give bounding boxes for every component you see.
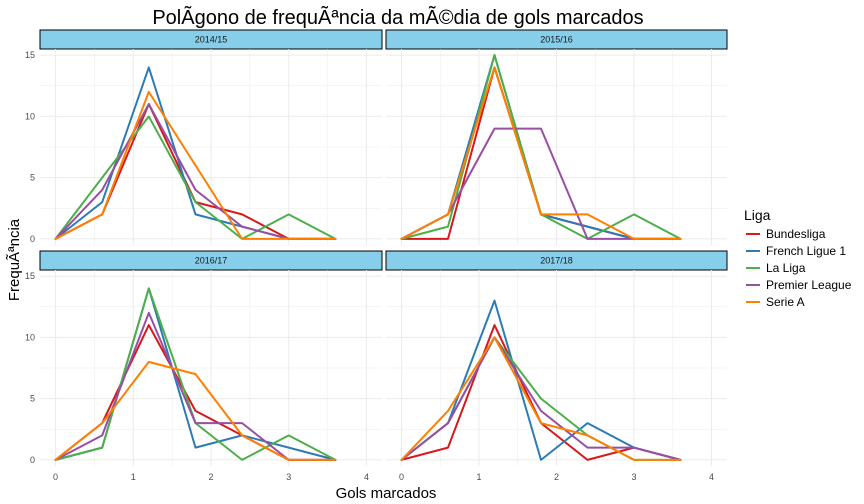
- series-line-french-ligue-1: [54, 66, 337, 240]
- legend-label: French Ligue 1: [766, 244, 846, 258]
- legend-item: Premier League: [746, 278, 852, 292]
- legend-item: Bundesliga: [746, 227, 826, 241]
- legend-label: Premier League: [766, 278, 852, 292]
- strip-label: 2016/17: [195, 256, 228, 266]
- series-line-serie-a: [54, 360, 337, 461]
- strip-label: 2014/15: [195, 35, 228, 45]
- x-tick-label: 0: [399, 472, 404, 482]
- y-tick-label: 0: [30, 234, 35, 244]
- series-line-bundesliga: [400, 324, 682, 461]
- x-tick-label: 4: [709, 472, 714, 482]
- series-line-serie-a: [400, 66, 682, 240]
- x-tick-label: 4: [364, 472, 369, 482]
- series-line-serie-a: [54, 90, 337, 240]
- legend-label: Bundesliga: [766, 227, 826, 241]
- gridlines: [386, 270, 727, 466]
- y-tick-label: 0: [30, 455, 35, 465]
- panel-2016-17: 2016/17 0 5 10 15 0 1 2 3 4: [25, 250, 383, 482]
- panel-2017-18: 2017/18 0 1 2 3 4: [385, 250, 728, 482]
- chart-title: PolÃ­gono de frequÃªncia da mÃ©dia de go…: [152, 5, 643, 29]
- x-tick-label: 3: [631, 472, 636, 482]
- legend-label: Serie A: [766, 295, 805, 309]
- series-line-la-liga: [54, 115, 337, 240]
- legend: Liga Bundesliga French Ligue 1 La Liga Prem…: [744, 207, 852, 309]
- y-tick-label: 5: [30, 394, 35, 404]
- y-tick-label: 10: [25, 332, 35, 342]
- panel-2015-16: 2015/16: [385, 29, 728, 245]
- x-tick-label: 0: [53, 472, 58, 482]
- gridlines: [40, 270, 382, 466]
- legend-item: Serie A: [746, 295, 805, 309]
- series-line-bundesliga: [54, 324, 337, 461]
- strip-label: 2015/16: [540, 35, 573, 45]
- legend-title: Liga: [744, 207, 771, 223]
- y-axis-title: FrequÃªncia: [6, 218, 23, 301]
- legend-label: La Liga: [766, 261, 806, 275]
- strip-label: 2017/18: [540, 256, 573, 266]
- panel-2014-15: 2014/15 0 5 10 15: [25, 29, 383, 245]
- series-line-premier-league: [54, 103, 337, 240]
- y-tick-label: 5: [30, 173, 35, 183]
- y-tick-label: 15: [25, 271, 35, 281]
- y-tick-label: 10: [25, 111, 35, 121]
- series-line-premier-league: [400, 336, 682, 461]
- x-tick-label: 3: [286, 472, 291, 482]
- gridlines: [386, 49, 727, 245]
- series-line-serie-a: [400, 336, 682, 461]
- x-tick-label: 2: [554, 472, 559, 482]
- y-tick-label: 15: [25, 50, 35, 60]
- x-tick-label: 1: [131, 472, 136, 482]
- series-line-french-ligue-1: [400, 299, 682, 461]
- x-tick-label: 1: [476, 472, 481, 482]
- series-line-bundesliga: [54, 103, 337, 240]
- legend-items: Bundesliga French Ligue 1 La Liga Premier L…: [746, 227, 852, 309]
- x-tick-label: 2: [208, 472, 213, 482]
- series-line-premier-league: [400, 127, 682, 240]
- x-axis-title: Gols marcados: [336, 485, 437, 502]
- legend-item: La Liga: [746, 261, 806, 275]
- legend-item: French Ligue 1: [746, 244, 846, 258]
